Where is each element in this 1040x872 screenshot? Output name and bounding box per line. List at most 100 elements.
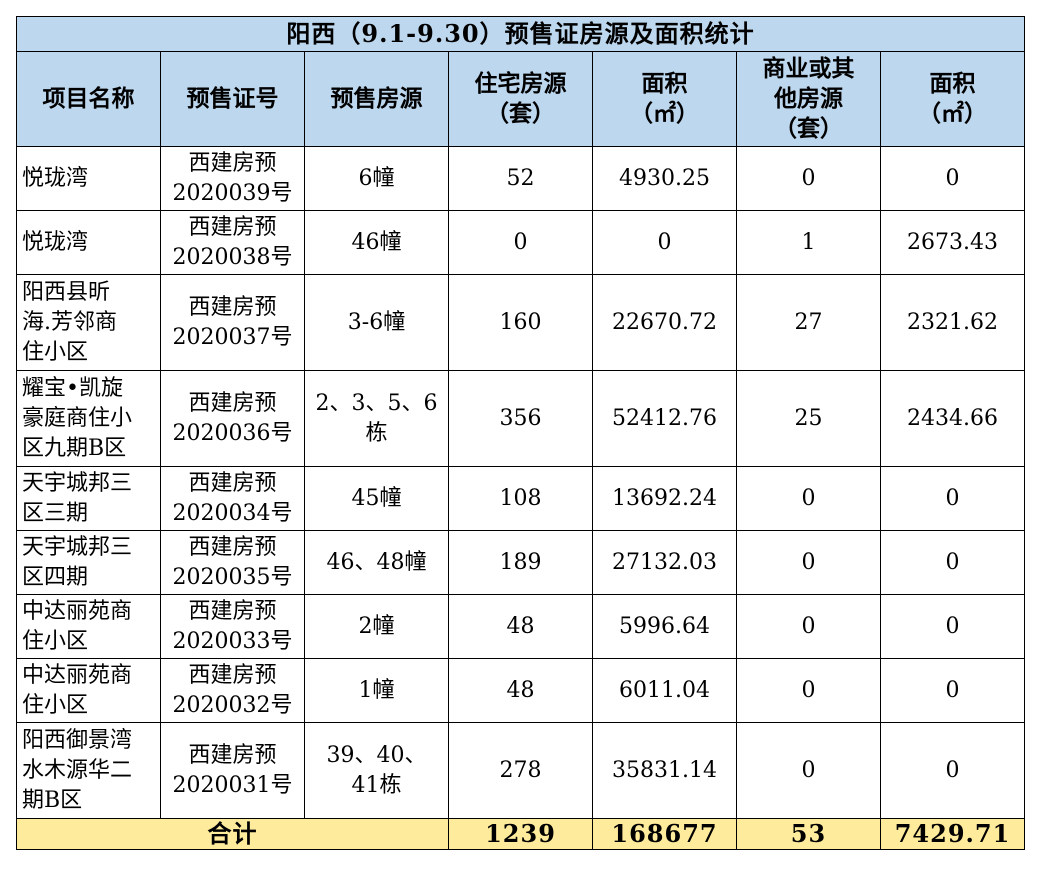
header-project-name: 项目名称 [16,51,161,147]
commercial-area-cell: 0 [879,658,1026,723]
residential-area-cell: 52412.76 [592,370,737,467]
presale-statistics-table: 阳西（9.1-9.30）预售证房源及面积统计 项目名称 预售证号 预售房源 住宅… [15,16,1026,850]
header-residential-area: 面积 （㎡） [592,51,737,147]
presale-source-cell: 1幢 [304,658,449,723]
project-name-cell: 天宇城邦三 区三期 [16,466,161,531]
commercial-units-cell: 0 [736,146,881,211]
commercial-area-cell: 0 [879,146,1026,211]
total-row: 合计 1239 168677 53 7429.71 [16,818,1026,850]
presale-source-cell-line: 46幢 [351,229,402,255]
residential-units-cell: 48 [448,594,593,659]
commercial-units-cell: 27 [736,274,881,371]
header-line: 住宅房源 [474,70,567,97]
license-number-cell-line: 西建房预 [188,742,277,768]
table-title: 阳西（9.1-9.30）预售证房源及面积统计 [15,16,1026,52]
residential-area-cell: 6011.04 [592,658,737,723]
presale-source-cell: 39、40、 41栋 [304,722,449,819]
residential-units-cell: 48 [448,658,593,723]
residential-area-cell: 22670.72 [592,274,737,371]
license-number-cell-line: 2020038号 [172,244,293,270]
license-number-cell: 西建房预 2020039号 [160,146,305,211]
project-name-cell-line: 中达丽苑商 [22,662,133,688]
license-number-cell-line: 2020033号 [172,628,293,654]
presale-source-cell: 6幢 [304,146,449,211]
header-line: 面积 [641,70,688,97]
total-commercial-area: 7429.71 [879,818,1026,850]
commercial-units-cell: 0 [736,530,881,595]
commercial-units-cell: 0 [736,658,881,723]
table-row: 天宇城邦三 区三期 西建房预 2020034号 45幢 108 13692.24 0 0 [16,466,1026,531]
presale-source-cell-line: 6幢 [358,165,395,191]
presale-source-cell-line: 2幢 [358,613,395,639]
project-name-cell: 阳西御景湾 水木源华二 期B区 [16,722,161,819]
license-number-cell-line: 2020035号 [172,564,293,590]
residential-area-cell: 27132.03 [592,530,737,595]
project-name-cell-line: 悦珑湾 [22,165,89,191]
table-row: 阳西县昕 海.芳邻商 住小区 西建房预 2020037号 3-6幢 160 22670.72 2… [16,274,1026,371]
presale-source-cell: 45幢 [304,466,449,531]
presale-source-cell: 2、3、5、6 栋 [304,370,449,467]
residential-units-cell: 189 [448,530,593,595]
project-name-cell-line: 住小区 [22,628,89,654]
project-name-cell-line: 区三期 [22,500,89,526]
presale-source-cell: 2幢 [304,594,449,659]
header-line: （㎡） [918,100,987,127]
license-number-cell-line: 西建房预 [188,294,277,320]
header-residential-units: 住宅房源 （套） [448,51,593,147]
header-line: 他房源 [774,85,843,112]
project-name-cell: 悦珑湾 [16,146,161,211]
license-number-cell-line: 西建房预 [188,598,277,624]
project-name-cell-line: 中达丽苑商 [22,598,133,624]
presale-source-cell-line: 45幢 [351,485,402,511]
presale-source-cell-line: 46、48幢 [326,549,427,575]
presale-source-cell-line: 39、40、 [326,742,427,768]
license-number-cell: 西建房预 2020031号 [160,722,305,819]
project-name-cell-line: 天宇城邦三 [22,534,133,560]
project-name-cell-line: 天宇城邦三 [22,470,133,496]
project-name-cell: 中达丽苑商 住小区 [16,594,161,659]
header-line: 商业或其 [762,55,855,82]
project-name-cell-line: 豪庭商住小 [22,405,133,431]
project-name-cell-line: 期B区 [22,787,83,813]
table-row: 悦珑湾 西建房预 2020038号 46幢 0 0 1 2673.43 [16,210,1026,275]
license-number-cell-line: 2020036号 [172,420,293,446]
header-row: 项目名称 预售证号 预售房源 住宅房源 （套） 面积 （㎡） 商业或其 他房源 … [16,51,1026,147]
commercial-area-cell: 2673.43 [879,210,1026,275]
table-row: 中达丽苑商 住小区 西建房预 2020033号 2幢 48 5996.64 0 0 [16,594,1026,659]
residential-area-cell: 13692.24 [592,466,737,531]
license-number-cell-line: 西建房预 [188,150,277,176]
residential-area-cell: 35831.14 [592,722,737,819]
commercial-units-cell: 0 [736,722,881,819]
header-license-number: 预售证号 [160,51,305,147]
residential-area-cell: 4930.25 [592,146,737,211]
presale-source-cell-line: 栋 [365,420,388,446]
license-number-cell-line: 2020034号 [172,500,293,526]
total-label: 合计 [16,818,449,850]
header-commercial-area: 面积 （㎡） [879,51,1026,147]
title-row: 阳西（9.1-9.30）预售证房源及面积统计 [15,16,1026,52]
presale-source-cell-line: 2、3、5、6 [315,390,438,416]
license-number-cell: 西建房预 2020038号 [160,210,305,275]
presale-source-cell: 46、48幢 [304,530,449,595]
project-name-cell-line: 悦珑湾 [22,229,89,255]
header-commercial-units: 商业或其 他房源 （套） [736,51,881,147]
license-number-cell-line: 西建房预 [188,390,277,416]
presale-source-cell-line: 3-6幢 [347,309,406,335]
project-name-cell-line: 海.芳邻商 [22,309,117,335]
residential-units-cell: 52 [448,146,593,211]
license-number-cell-line: 2020031号 [172,772,293,798]
license-number-cell: 西建房预 2020033号 [160,594,305,659]
project-name-cell-line: 区四期 [22,564,89,590]
table-row: 阳西御景湾 水木源华二 期B区 西建房预 2020031号 39、40、 41栋 278 358… [16,722,1026,819]
project-name-cell-line: 耀宝•凯旋 [22,375,123,401]
project-name-cell: 悦珑湾 [16,210,161,275]
presale-table-container: 阳西（9.1-9.30）预售证房源及面积统计 项目名称 预售证号 预售房源 住宅… [15,16,1026,850]
residential-area-cell: 0 [592,210,737,275]
commercial-units-cell: 25 [736,370,881,467]
license-number-cell: 西建房预 2020036号 [160,370,305,467]
commercial-units-cell: 0 [736,466,881,531]
header-line: （套） [486,100,555,127]
license-number-cell: 西建房预 2020032号 [160,658,305,723]
license-number-cell-line: 2020037号 [172,324,293,350]
residential-area-cell: 5996.64 [592,594,737,659]
